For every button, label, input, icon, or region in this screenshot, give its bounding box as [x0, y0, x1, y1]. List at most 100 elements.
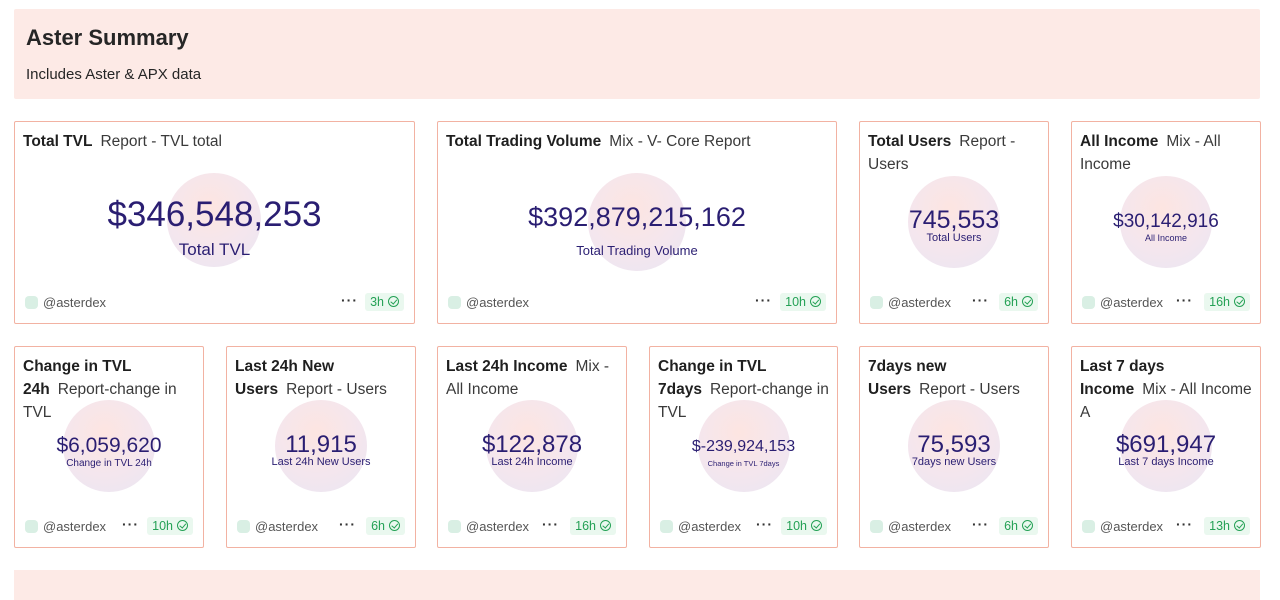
more-options-icon[interactable]: ···: [1176, 292, 1193, 308]
card-title[interactable]: Last 7 days Income Mix - All Income A: [1080, 355, 1252, 424]
avatar[interactable]: [237, 520, 250, 533]
avatar[interactable]: [25, 520, 38, 533]
avatar[interactable]: [870, 296, 883, 309]
check-circle-icon: [177, 520, 188, 531]
card-title[interactable]: All Income Mix - All Income: [1080, 130, 1252, 176]
counter-card-last-24h-income[interactable]: Last 24h Income Mix - All Income $122,878…: [437, 346, 627, 548]
owner-handle[interactable]: @asterdex: [466, 295, 530, 310]
card-title[interactable]: Total TVL Report - TVL total: [23, 130, 406, 153]
owner-handle[interactable]: @asterdex: [466, 519, 530, 534]
avatar[interactable]: [25, 296, 38, 309]
card-footer: @asterdex ··· 13h: [1082, 516, 1250, 537]
refresh-status-badge[interactable]: 6h: [999, 293, 1038, 311]
card-query-name[interactable]: Report - Users: [919, 381, 1020, 398]
avatar[interactable]: [1082, 296, 1095, 309]
owner-handle[interactable]: @asterdex: [255, 519, 319, 534]
card-query-name[interactable]: Report-change in TVL: [23, 381, 177, 421]
owner-handle[interactable]: @asterdex: [43, 519, 107, 534]
refresh-status-badge[interactable]: 16h: [570, 517, 616, 535]
counter-value: $-239,924,153: [691, 438, 796, 455]
refresh-status-badge[interactable]: 6h: [999, 517, 1038, 535]
value-circle: [588, 173, 686, 271]
counter-value: $392,879,215,162: [528, 202, 746, 232]
card-title-name: Change in TVL 24h: [23, 358, 132, 398]
owner-handle[interactable]: @asterdex: [43, 295, 107, 310]
card-title-name: Total Users: [868, 133, 952, 150]
card-query-name[interactable]: Mix - All Income: [1080, 133, 1221, 173]
card-query-name[interactable]: Mix - V- Core Report: [609, 133, 751, 150]
counter-value: 75,593: [917, 431, 991, 458]
counter-card-last-24h-new-users[interactable]: Last 24h New Users Report - Users 11,915 …: [226, 346, 416, 548]
card-title[interactable]: Change in TVL 24h Report-change in TVL: [23, 355, 195, 424]
counter-value: $346,548,253: [107, 195, 322, 234]
refresh-status-badge[interactable]: 6h: [366, 517, 405, 535]
more-options-icon[interactable]: ···: [122, 516, 139, 532]
counter-card-change-in-tvl-7days[interactable]: Change in TVL 7days Report-change in TVL …: [649, 346, 838, 548]
card-footer: @asterdex ··· 10h: [660, 516, 827, 537]
card-title-name: 7days new Users: [868, 358, 947, 398]
counter-value: 745,553: [908, 206, 1000, 234]
more-options-icon[interactable]: ···: [756, 516, 773, 532]
more-options-icon[interactable]: ···: [339, 516, 356, 532]
card-title-name: Last 7 days Income: [1080, 358, 1165, 398]
card-query-name[interactable]: Mix - All Income A: [1080, 381, 1252, 421]
avatar[interactable]: [448, 296, 461, 309]
owner-handle[interactable]: @asterdex: [1100, 295, 1164, 310]
refresh-status-badge[interactable]: 16h: [1204, 293, 1250, 311]
avatar[interactable]: [870, 520, 883, 533]
card-title-name: All Income: [1080, 133, 1159, 150]
counter-card-7days-new-users[interactable]: 7days new Users Report - Users 75,593 7da…: [859, 346, 1049, 548]
owner-handle[interactable]: @asterdex: [888, 519, 952, 534]
counter-card-change-in-tvl-24h[interactable]: Change in TVL 24h Report-change in TVL $6…: [14, 346, 204, 548]
check-circle-icon: [1234, 520, 1245, 531]
counter-label: Last 24h Income: [491, 456, 573, 468]
more-options-icon[interactable]: ···: [542, 516, 559, 532]
value-circle: [63, 400, 155, 492]
avatar[interactable]: [660, 520, 673, 533]
value-circle: [908, 400, 1000, 492]
more-options-icon[interactable]: ···: [972, 292, 989, 308]
refresh-age: 10h: [152, 519, 173, 533]
refresh-status-badge[interactable]: 13h: [1204, 517, 1250, 535]
more-options-icon[interactable]: ···: [972, 516, 989, 532]
refresh-age: 6h: [1004, 295, 1018, 309]
avatar[interactable]: [448, 520, 461, 533]
card-query-name[interactable]: Mix - All Income: [446, 358, 610, 398]
value-circle: [1120, 400, 1212, 492]
card-query-name[interactable]: Report - TVL total: [100, 133, 222, 150]
owner-handle[interactable]: @asterdex: [1100, 519, 1164, 534]
owner-handle[interactable]: @asterdex: [888, 295, 952, 310]
counter-card-last-7-days-income[interactable]: Last 7 days Income Mix - All Income A $69…: [1071, 346, 1261, 548]
card-footer: @asterdex ··· 3h: [25, 292, 404, 313]
check-circle-icon: [811, 520, 822, 531]
card-query-name[interactable]: Report-change in TVL: [658, 381, 829, 421]
card-title[interactable]: Total Trading Volume Mix - V- Core Report: [446, 130, 828, 153]
card-query-name[interactable]: Report - Users: [868, 133, 1016, 173]
counter-card-all-income[interactable]: All Income Mix - All Income $30,142,916 A…: [1071, 121, 1261, 324]
value-circle: [1120, 176, 1212, 268]
card-title[interactable]: Last 24h New Users Report - Users: [235, 355, 407, 401]
counter-value: $30,142,916: [1113, 211, 1219, 232]
refresh-status-badge[interactable]: 10h: [781, 517, 827, 535]
counter-card-total-tvl[interactable]: Total TVL Report - TVL total $346,548,253…: [14, 121, 415, 324]
refresh-age: 10h: [786, 519, 807, 533]
refresh-status-badge[interactable]: 10h: [147, 517, 193, 535]
avatar[interactable]: [1082, 520, 1095, 533]
check-circle-icon: [1234, 296, 1245, 307]
value-circle: [167, 173, 261, 267]
owner-handle[interactable]: @asterdex: [678, 519, 742, 534]
more-options-icon[interactable]: ···: [1176, 516, 1193, 532]
card-title[interactable]: Total Users Report - Users: [868, 130, 1040, 176]
card-title[interactable]: Change in TVL 7days Report-change in TVL: [658, 355, 829, 424]
card-title[interactable]: 7days new Users Report - Users: [868, 355, 1040, 401]
more-options-icon[interactable]: ···: [341, 292, 358, 308]
card-query-name[interactable]: Report - Users: [286, 381, 387, 398]
refresh-status-badge[interactable]: 10h: [780, 293, 826, 311]
dashboard-header: Aster Summary Includes Aster & APX data: [14, 9, 1260, 99]
card-title[interactable]: Last 24h Income Mix - All Income: [446, 355, 618, 401]
more-options-icon[interactable]: ···: [755, 292, 772, 308]
refresh-status-badge[interactable]: 3h: [365, 293, 404, 311]
counter-label: Total Trading Volume: [576, 243, 698, 258]
counter-card-total-users[interactable]: Total Users Report - Users 745,553 Total …: [859, 121, 1049, 324]
counter-card-total-trading-volume[interactable]: Total Trading Volume Mix - V- Core Report…: [437, 121, 837, 324]
